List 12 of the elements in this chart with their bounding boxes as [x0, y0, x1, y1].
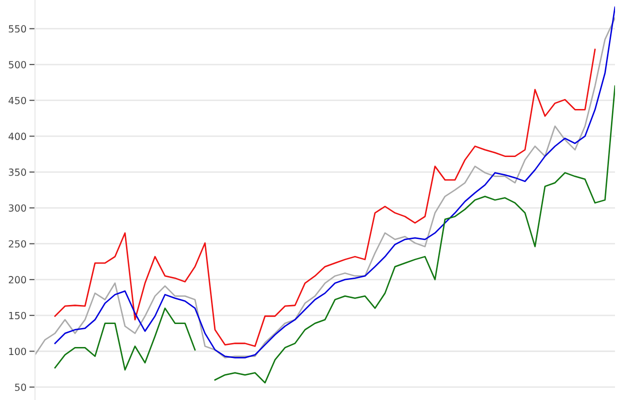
y-tick-label: 500 — [8, 60, 26, 68]
line-series — [54, 48, 596, 347]
y-tick-label: 100 — [9, 348, 26, 356]
y-tick-label: 150 — [9, 312, 26, 320]
y-tick-label: 450 — [8, 96, 26, 104]
y-tick-label: 400 — [8, 132, 26, 140]
y-tick-label: 550 — [8, 25, 26, 33]
y-tick-label: 50 — [15, 384, 26, 391]
y-tick-label: 350 — [8, 168, 26, 176]
y-tick-label: 300 — [8, 204, 26, 212]
y-tick-label: 250 — [8, 240, 26, 248]
y-tick-label: 200 — [8, 276, 26, 284]
